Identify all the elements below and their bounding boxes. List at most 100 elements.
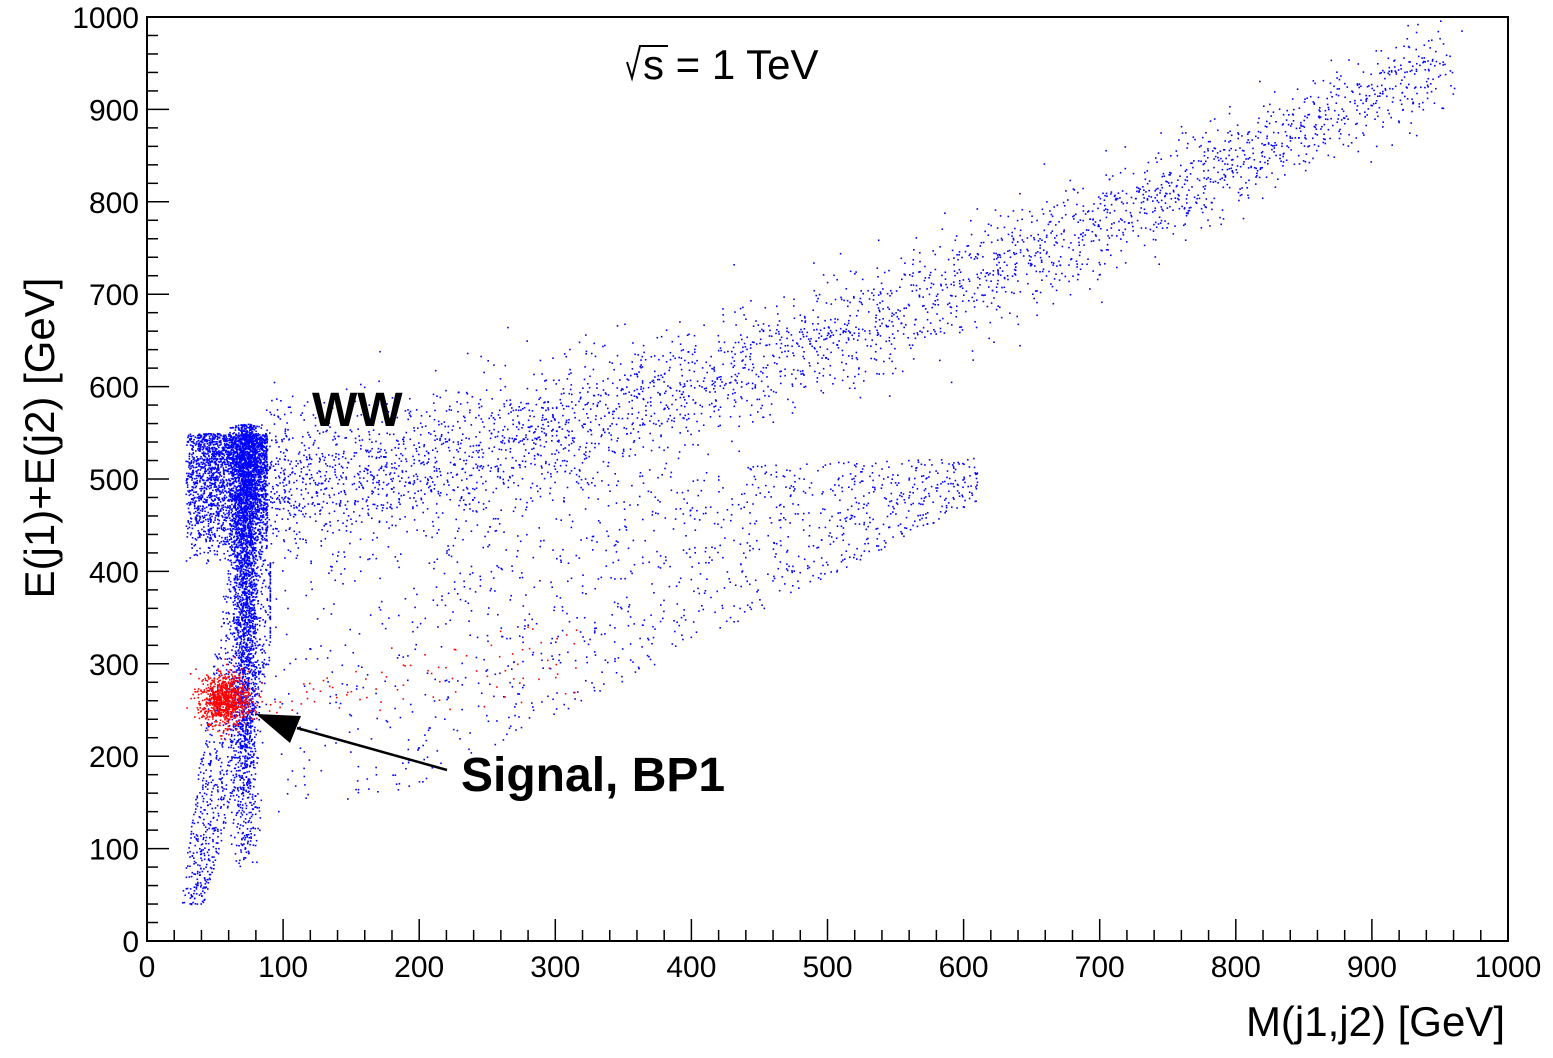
- ww-point: [224, 519, 226, 521]
- ww-point: [261, 741, 264, 744]
- ww-point: [232, 553, 235, 555]
- ww-point: [240, 544, 243, 546]
- ww-point: [240, 626, 242, 628]
- ww-series: [182, 20, 1463, 906]
- ww-point: [251, 804, 253, 806]
- ww-point: [222, 516, 224, 518]
- ww-point: [229, 489, 231, 491]
- ww-point: [253, 632, 256, 635]
- ww-point: [190, 465, 192, 467]
- ww-point: [265, 547, 268, 549]
- ww-point: [253, 729, 256, 731]
- ww-point: [250, 489, 253, 491]
- ww-point: [201, 446, 204, 448]
- ww-point: [263, 435, 266, 437]
- ww-point: [205, 514, 208, 516]
- ww-point: [207, 520, 210, 522]
- ww-point: [185, 560, 188, 562]
- ww-point: [235, 844, 238, 847]
- ww-point: [197, 530, 200, 532]
- ww-point: [248, 649, 250, 651]
- ww-point: [228, 491, 230, 494]
- ww-point: [234, 546, 237, 548]
- ww-point: [265, 457, 268, 459]
- ww-point: [231, 438, 233, 441]
- ww-point: [257, 688, 260, 690]
- ww-point: [227, 452, 229, 454]
- ww-point: [246, 451, 249, 454]
- ww-point: [260, 534, 263, 537]
- ww-point: [245, 628, 247, 630]
- ww-point: [241, 566, 243, 569]
- ww-point: [231, 467, 233, 470]
- ww-point: [248, 726, 250, 728]
- ww-point: [214, 463, 217, 466]
- ww-point: [190, 462, 192, 465]
- ww-point: [254, 623, 257, 626]
- ww-point: [242, 469, 245, 471]
- ww-point: [248, 722, 250, 725]
- ww-point: [242, 576, 244, 578]
- ww-point: [237, 669, 239, 671]
- ww-point: [201, 521, 204, 524]
- ww-point: [233, 485, 236, 487]
- ww-point: [189, 468, 191, 470]
- ww-point: [251, 581, 253, 584]
- ww-point: [234, 497, 236, 499]
- ww-point: [235, 686, 238, 689]
- ww-point: [264, 499, 267, 501]
- ww-point: [257, 528, 259, 531]
- ww-point: [256, 693, 258, 696]
- ww-point: [217, 515, 220, 518]
- ww-point: [243, 443, 246, 445]
- ww-point: [230, 464, 232, 467]
- ww-point: [233, 471, 235, 474]
- ww-point: [250, 513, 252, 516]
- ww-point: [247, 478, 250, 480]
- ww-point: [238, 563, 241, 565]
- ww-point: [227, 506, 229, 509]
- ww-point: [266, 529, 268, 532]
- ww-point: [237, 649, 240, 651]
- ww-point: [241, 719, 244, 722]
- ww-point: [260, 488, 263, 490]
- ww-point: [241, 442, 243, 444]
- ww-point: [245, 553, 247, 555]
- ww-point: [257, 445, 259, 447]
- ww-point: [245, 807, 248, 810]
- ww-point: [223, 436, 225, 438]
- ww-point: [231, 544, 233, 547]
- ww-point: [258, 551, 260, 553]
- ww-point: [209, 534, 212, 536]
- ww-point: [236, 570, 239, 572]
- ww-point: [245, 559, 248, 562]
- ww-point: [250, 524, 252, 526]
- ww-point: [247, 458, 249, 461]
- ww-point: [235, 565, 237, 567]
- ww-point: [210, 467, 212, 470]
- ww-point: [239, 630, 242, 633]
- ww-point: [244, 463, 246, 466]
- ww-point: [237, 566, 240, 568]
- ww-point: [244, 520, 247, 522]
- ww-point: [240, 575, 242, 577]
- ww-point: [250, 837, 252, 839]
- ww-point: [263, 523, 265, 526]
- ww-point: [248, 480, 251, 482]
- ww-point: [235, 434, 237, 437]
- ww-point: [251, 709, 253, 712]
- ww-point: [243, 534, 246, 537]
- ww-point: [238, 480, 240, 482]
- ww-point: [196, 496, 198, 499]
- ww-point: [200, 488, 203, 490]
- ww-point: [211, 437, 214, 439]
- ww-point: [207, 511, 209, 514]
- ww-point: [250, 616, 252, 619]
- ww-point: [243, 427, 246, 429]
- ww-point: [204, 530, 207, 533]
- ww-point: [250, 637, 252, 640]
- ww-point: [249, 478, 251, 481]
- ww-point: [234, 836, 236, 839]
- ww-point: [241, 428, 243, 431]
- ww-point: [252, 519, 254, 522]
